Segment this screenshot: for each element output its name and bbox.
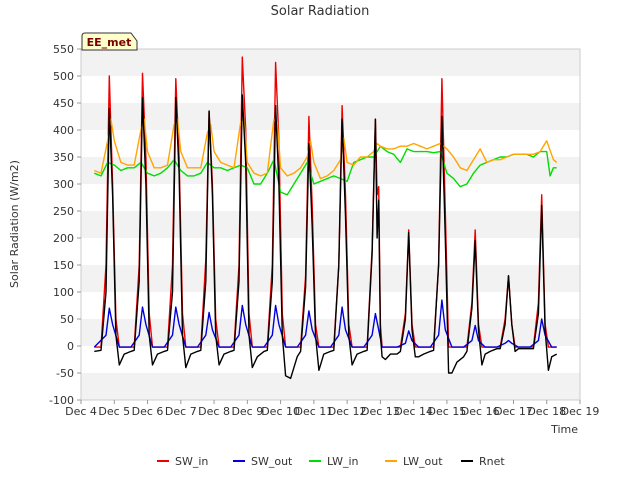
y-tick-label: 0: [67, 340, 74, 353]
y-tick-label: 450: [53, 97, 74, 110]
grid-band: [81, 292, 580, 319]
y-tick-label: 300: [53, 178, 74, 191]
site-badge: EE_met: [81, 32, 138, 51]
x-tick-label: Dec 4: [65, 405, 97, 418]
series-line-sw-out: [93, 299, 557, 348]
grid-band: [81, 238, 580, 265]
series-line-rnet: [94, 94, 558, 380]
x-tick-label: Dec 15: [428, 405, 467, 418]
legend: SW_in SW_out LW_in LW_out Rnet: [157, 455, 505, 468]
grid-band: [81, 319, 580, 346]
x-tick-label: Dec 5: [98, 405, 130, 418]
y-axis-label: Solar Radiation (W/m2): [8, 160, 21, 288]
y-tick-label: 550: [53, 43, 74, 56]
x-tick-label: Dec 9: [231, 405, 263, 418]
x-tick-label: Dec 19: [561, 405, 600, 418]
grid-band: [81, 346, 580, 373]
y-tick-label: -100: [49, 394, 74, 407]
y-tick-label: 200: [53, 232, 74, 245]
series-lines: [93, 56, 558, 380]
grid-band: [81, 103, 580, 130]
grid-band: [81, 76, 580, 103]
y-tick-label: 150: [53, 259, 74, 272]
y-tick-label: 400: [53, 124, 74, 137]
x-tick-label: Dec 16: [461, 405, 500, 418]
y-tick-label: 50: [60, 313, 74, 326]
legend-label-rnet: Rnet: [479, 455, 505, 468]
grid-band: [81, 49, 580, 76]
x-tick-label: Dec 12: [328, 405, 367, 418]
x-tick-label: Dec 14: [394, 405, 433, 418]
y-tick-label: 500: [53, 70, 74, 83]
grid-band: [81, 184, 580, 211]
grid-band: [81, 265, 580, 292]
grid-band: [81, 373, 580, 400]
y-tick-label: 350: [53, 151, 74, 164]
x-tick-label: Dec 7: [165, 405, 197, 418]
y-tick-label: 250: [53, 205, 74, 218]
y-tick-label: -50: [56, 367, 74, 380]
chart-title: Solar Radiation: [271, 4, 370, 19]
x-tick-label: Dec 17: [494, 405, 533, 418]
y-tick-label: 100: [53, 286, 74, 299]
legend-label-sw-out: SW_out: [251, 455, 293, 468]
x-axis-label: Time: [550, 423, 578, 436]
legend-label-sw-in: SW_in: [175, 455, 208, 468]
x-tick-label: Dec 13: [361, 405, 400, 418]
grid-band: [81, 130, 580, 157]
grid-band: [81, 211, 580, 238]
grid-band: [81, 157, 580, 184]
x-tick-label: Dec 10: [261, 405, 300, 418]
x-tick-label: Dec 6: [132, 405, 164, 418]
x-tick-label: Dec 11: [294, 405, 333, 418]
plot-frame: [80, 48, 581, 401]
x-tick-label: Dec 8: [198, 405, 230, 418]
x-tick-label: Dec 18: [527, 405, 566, 418]
legend-label-lw-out: LW_out: [403, 455, 443, 468]
series-line-lw-out: [94, 118, 558, 180]
y-axis: -100 -50 0 50 100 150 200 250 300 350 400 450 500 550: [49, 43, 81, 407]
site-badge-label: EE_met: [87, 36, 132, 49]
legend-label-lw-in: LW_in: [327, 455, 359, 468]
